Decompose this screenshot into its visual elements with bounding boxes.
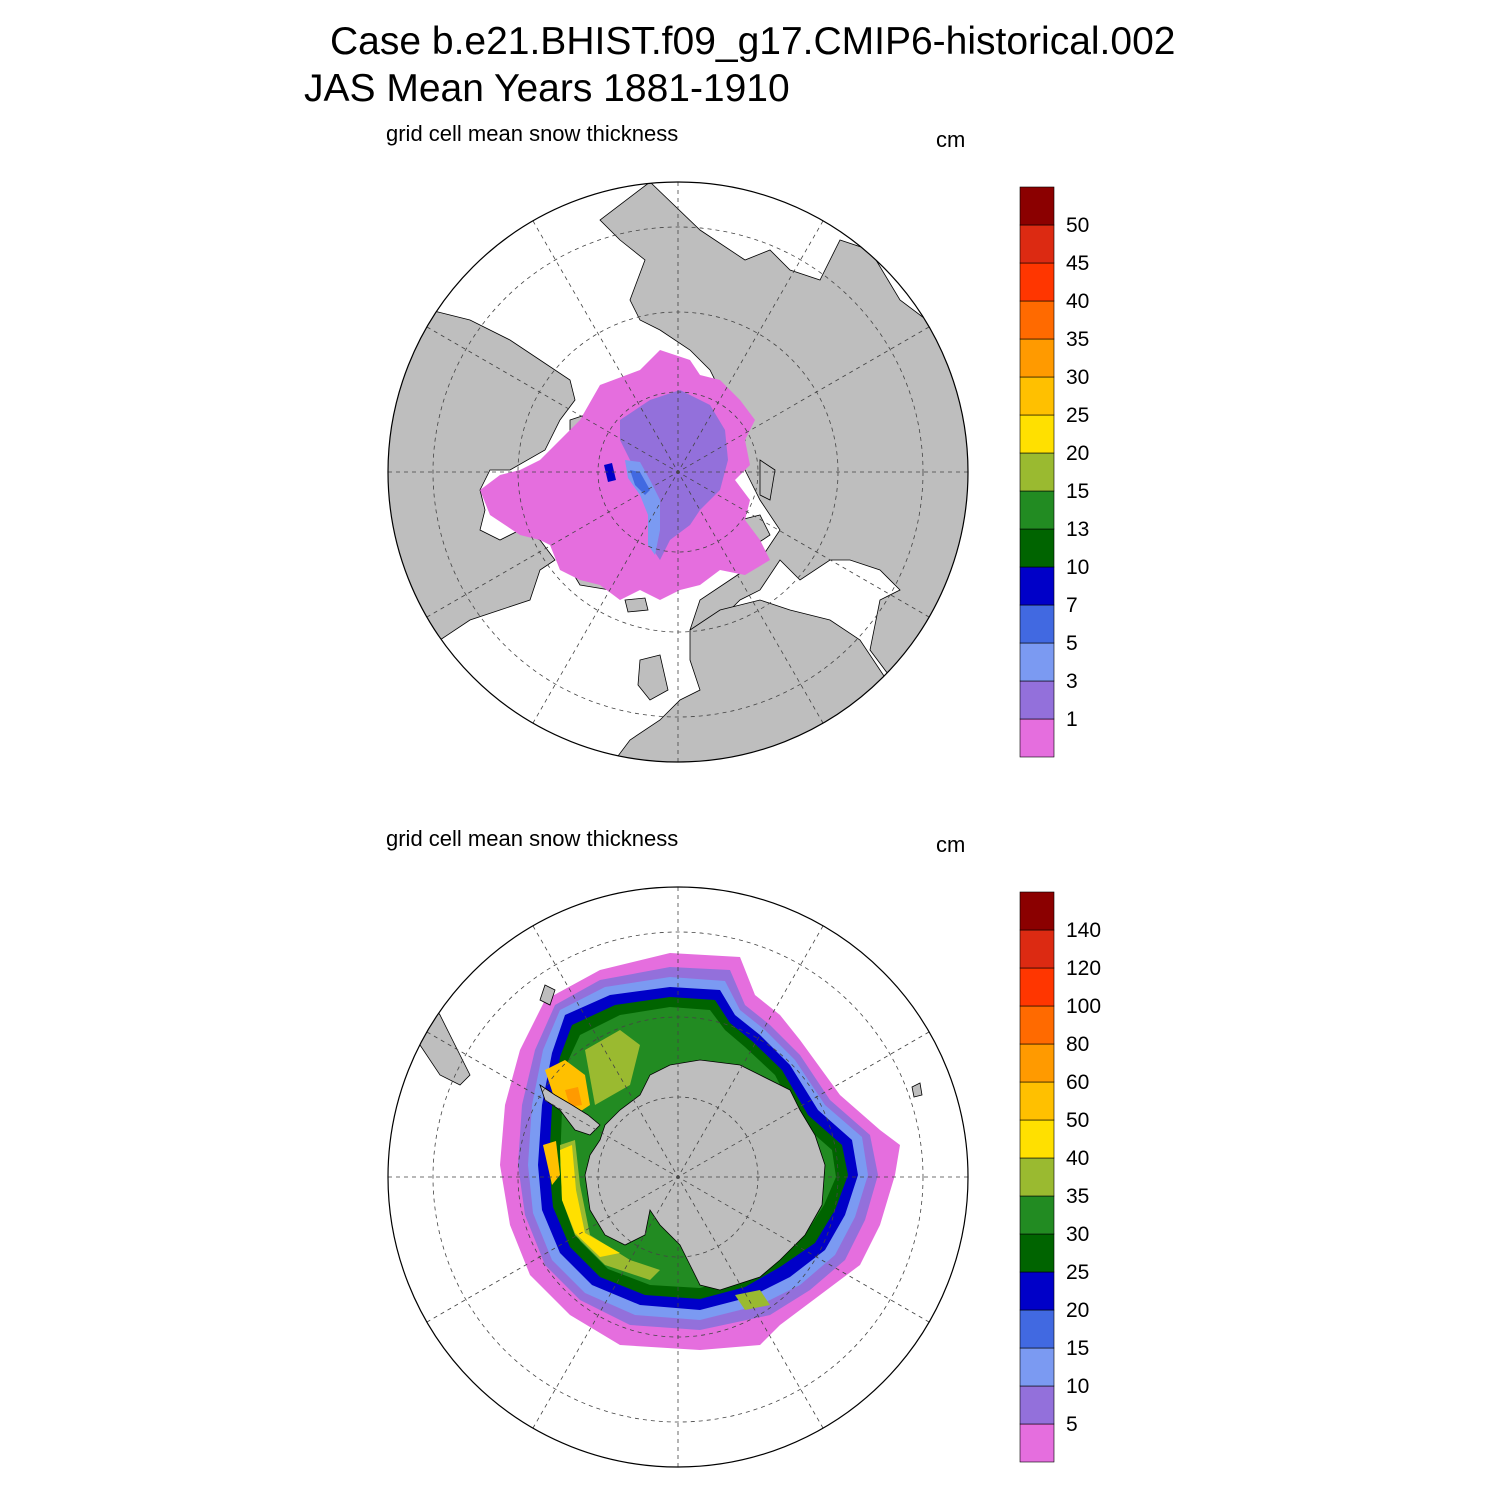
north-map-border bbox=[387, 181, 969, 763]
south-colorbar-label-10: 80 bbox=[1066, 1033, 1089, 1056]
south-colorbar-label-6: 35 bbox=[1066, 1185, 1089, 1208]
north-colorbar-box-6 bbox=[1019, 490, 1055, 530]
north-map-title: grid cell mean snow thickness bbox=[386, 121, 679, 146]
north-colorbar-label-0: 1 bbox=[1066, 708, 1078, 731]
south-colorbar-box-4 bbox=[1019, 1271, 1055, 1311]
land-nz bbox=[911, 1082, 923, 1098]
north-colorbar-box-11 bbox=[1019, 300, 1055, 340]
north-colorbar-box-12 bbox=[1019, 262, 1055, 302]
north-snow-field bbox=[480, 350, 770, 600]
land-antarctic-peninsula bbox=[539, 1084, 601, 1136]
south-colorbar-label-7: 40 bbox=[1066, 1147, 1089, 1170]
south-units-label: cm bbox=[936, 832, 966, 857]
south-polar-panel: grid cell mean snow thickness cm bbox=[0, 705, 1500, 1468]
south-snow-60cm bbox=[565, 1087, 582, 1107]
north-colorbar-box-1 bbox=[1019, 680, 1055, 720]
south-colorbar-label-12: 120 bbox=[1066, 957, 1101, 980]
land-antarctica bbox=[584, 1059, 826, 1291]
south-colorbar-box-0 bbox=[1019, 1423, 1055, 1463]
south-map-svg: 5 10 15 20 25 30 35 40 50 60 80 100 120 140 bbox=[387, 886, 1101, 1495]
land-australia-edge bbox=[735, 1475, 760, 1495]
south-colorbar-label-4: 25 bbox=[1066, 1261, 1089, 1284]
land-south-america-tip bbox=[539, 984, 556, 1006]
north-colorbar-box-2 bbox=[1019, 642, 1055, 682]
north-colorbar-label-7: 20 bbox=[1066, 442, 1089, 465]
south-colorbar-label-9: 60 bbox=[1066, 1071, 1089, 1094]
south-colorbar-box-11 bbox=[1019, 1005, 1055, 1045]
north-snow-10cm bbox=[604, 463, 616, 482]
north-snow-5cm bbox=[625, 460, 660, 555]
north-colorbar-label-11: 40 bbox=[1066, 290, 1089, 313]
land-iceland bbox=[624, 597, 649, 613]
south-snow-50cm-b bbox=[543, 1141, 560, 1185]
north-colorbar-label-12: 45 bbox=[1066, 252, 1089, 275]
north-colorbar-box-10 bbox=[1019, 338, 1055, 378]
south-snow-35cm bbox=[585, 1030, 640, 1105]
south-colorbar-box-8 bbox=[1019, 1119, 1055, 1159]
north-colorbar-label-3: 7 bbox=[1066, 594, 1078, 617]
north-colorbar-label-8: 25 bbox=[1066, 404, 1089, 427]
south-snow-east bbox=[735, 1290, 770, 1310]
south-colorbar-box-14 bbox=[1019, 891, 1055, 931]
south-colorbar-label-1: 10 bbox=[1066, 1375, 1089, 1398]
south-colorbar-box-1 bbox=[1019, 1385, 1055, 1425]
north-colorbar-box-14 bbox=[1019, 186, 1055, 226]
figure-title-period: JAS Mean Years 1881-1910 bbox=[304, 67, 790, 110]
north-colorbar-label-4: 10 bbox=[1066, 556, 1089, 579]
south-colorbar-box-12 bbox=[1019, 967, 1055, 1007]
south-colorbar-label-0: 5 bbox=[1066, 1413, 1078, 1436]
north-colorbar-box-8 bbox=[1019, 414, 1055, 454]
south-colorbar-box-10 bbox=[1019, 1043, 1055, 1083]
north-colorbar-label-5: 13 bbox=[1066, 518, 1089, 541]
south-colorbar-label-3: 20 bbox=[1066, 1299, 1089, 1322]
south-colorbar-box-3 bbox=[1019, 1309, 1055, 1349]
south-colorbar-box-9 bbox=[1019, 1081, 1055, 1121]
north-colorbar-box-3 bbox=[1019, 604, 1055, 644]
north-colorbar-box-0 bbox=[1019, 718, 1055, 758]
land-novaya-zemlya bbox=[759, 459, 776, 501]
north-colorbar-box-4 bbox=[1019, 566, 1055, 606]
north-colorbar-box-7 bbox=[1019, 452, 1055, 492]
south-colorbar-label-2: 15 bbox=[1066, 1337, 1089, 1360]
south-colorbar-box-7 bbox=[1019, 1157, 1055, 1197]
south-map-title: grid cell mean snow thickness bbox=[386, 826, 679, 851]
south-snow-40cm bbox=[560, 1145, 620, 1257]
north-colorbar-label-10: 35 bbox=[1066, 328, 1089, 351]
north-colorbar-box-9 bbox=[1019, 376, 1055, 416]
north-graticule bbox=[388, 182, 968, 762]
north-colorbar-label-6: 15 bbox=[1066, 480, 1089, 503]
north-colorbar-label-2: 5 bbox=[1066, 632, 1078, 655]
south-colorbar-label-13: 140 bbox=[1066, 919, 1101, 942]
north-polar-panel: grid cell mean snow thickness cm bbox=[0, 0, 1500, 763]
land-eurasia-north bbox=[599, 182, 968, 701]
north-units-label: cm bbox=[936, 127, 966, 152]
south-colorbar-label-8: 50 bbox=[1066, 1109, 1089, 1132]
south-colorbar-label-11: 100 bbox=[1066, 995, 1101, 1018]
south-colorbar-label-5: 30 bbox=[1066, 1223, 1089, 1246]
north-snow-7cm bbox=[630, 470, 650, 495]
north-colorbar-label-9: 30 bbox=[1066, 366, 1089, 389]
north-snow-3cm bbox=[620, 390, 728, 560]
south-colorbar: 5 10 15 20 25 30 35 40 50 60 80 100 120 140 bbox=[1019, 891, 1101, 1463]
north-colorbar-label-13: 50 bbox=[1066, 214, 1089, 237]
south-colorbar-box-6 bbox=[1019, 1195, 1055, 1235]
south-map-border bbox=[387, 886, 969, 1468]
land-north-america bbox=[388, 299, 576, 661]
north-colorbar-label-1: 3 bbox=[1066, 670, 1078, 693]
south-colorbar-box-2 bbox=[1019, 1347, 1055, 1387]
south-graticule bbox=[388, 887, 968, 1467]
north-colorbar-box-5 bbox=[1019, 528, 1055, 568]
south-colorbar-box-13 bbox=[1019, 929, 1055, 969]
land-british-isles bbox=[637, 654, 669, 701]
south-snow-35cm-west bbox=[560, 1140, 660, 1280]
north-colorbar-box-13 bbox=[1019, 224, 1055, 264]
south-colorbar-box-5 bbox=[1019, 1233, 1055, 1273]
figure-title-case: Case b.e21.BHIST.f09_g17.CMIP6-historica… bbox=[330, 20, 1176, 63]
